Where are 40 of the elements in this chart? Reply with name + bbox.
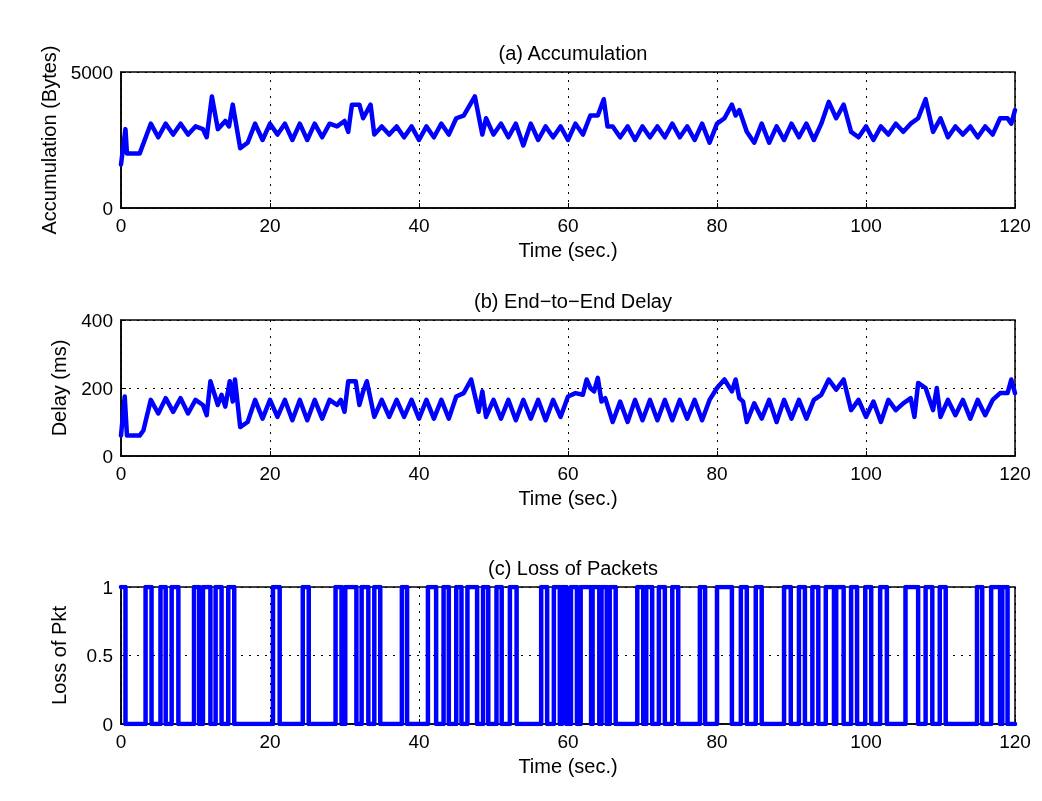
x-tick-label: 100	[850, 731, 882, 752]
x-axis-title: Time (sec.)	[518, 487, 618, 509]
x-tick-label: 80	[706, 463, 728, 484]
chart-title: (c) Loss of Packets	[487, 557, 659, 579]
chart-title: (a) Accumulation	[498, 42, 648, 64]
y-tick-label: 400	[81, 309, 113, 331]
x-tick-label: 60	[557, 215, 579, 236]
x-tick-label: 40	[408, 731, 430, 752]
x-axis-title: Time (sec.)	[518, 239, 618, 261]
x-tick-label: 40	[408, 463, 430, 484]
x-tick-label: 20	[259, 463, 281, 484]
y-tick-label: 0.5	[86, 645, 113, 666]
y-tick-label: 0	[102, 713, 113, 735]
x-tick-label: 100	[850, 215, 882, 236]
x-axis-title: Time (sec.)	[518, 755, 618, 777]
x-tick-label: 40	[408, 215, 430, 236]
line-series	[118, 375, 1018, 438]
x-tick-label: 120	[999, 463, 1031, 484]
x-tick-label: 100	[850, 463, 882, 484]
x-tick-label: 120	[999, 731, 1031, 752]
y-axis-title: Delay (ms)	[48, 339, 70, 437]
chart-title: (b) End−to−End Delay	[474, 290, 672, 312]
y-axis-title: Accumulation (Bytes)	[38, 45, 60, 235]
y-tick-label: 0	[102, 197, 113, 219]
x-tick-label: 0	[115, 463, 127, 484]
x-tick-label: 0	[115, 731, 127, 752]
x-tick-label: 80	[706, 731, 728, 752]
x-tick-label: 120	[999, 215, 1031, 236]
x-tick-label: 20	[259, 215, 281, 236]
y-tick-label: 200	[81, 377, 113, 399]
y-axis-title: Loss of Pkt	[48, 605, 70, 705]
x-tick-label: 60	[557, 463, 579, 484]
x-tick-label: 60	[557, 731, 579, 752]
y-tick-label: 0	[102, 445, 113, 467]
x-tick-label: 80	[706, 215, 728, 236]
x-tick-label: 20	[259, 731, 281, 752]
line-series	[118, 94, 1018, 167]
x-tick-label: 0	[115, 215, 127, 236]
y-tick-label: 1	[102, 576, 113, 598]
y-tick-label: 5000	[70, 61, 113, 83]
